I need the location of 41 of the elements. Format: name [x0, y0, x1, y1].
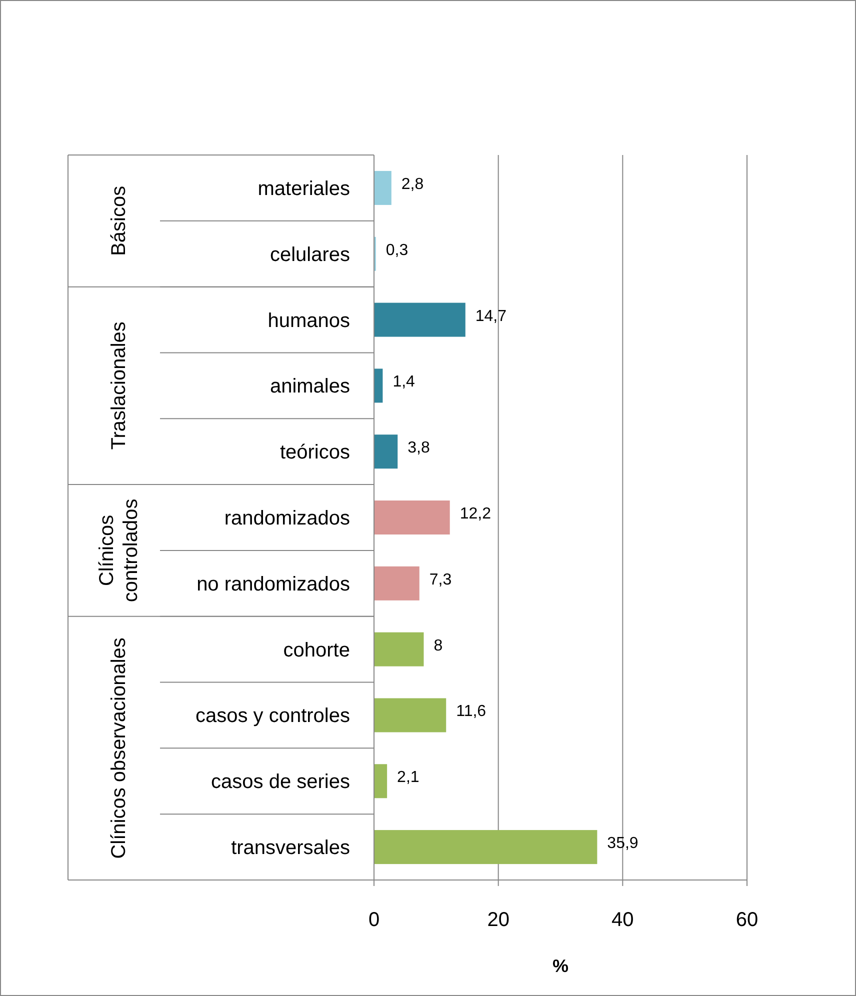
x-tick-label: 40 [612, 909, 634, 931]
x-axis-title: % [552, 956, 569, 976]
y-tick-label: no randomizados [196, 573, 350, 596]
y-tick-label: teóricos [280, 442, 350, 464]
text: Clínicos observacionales [108, 638, 130, 859]
x-tick-label: 0 [368, 909, 380, 931]
y-tick-label: randomizados [224, 508, 350, 530]
y-tick-label: transversales [231, 837, 350, 860]
text: Básicos [108, 186, 130, 256]
data-label: 12,2 [460, 506, 492, 522]
y-tick-label: casos y controles [195, 705, 350, 728]
data-label: 2,8 [401, 176, 424, 193]
data-label: 35,9 [607, 835, 638, 852]
bar [374, 368, 383, 403]
bar [374, 698, 446, 732]
bar [374, 434, 398, 469]
data-label: 7,3 [429, 571, 452, 588]
data-label: 8 [434, 637, 443, 654]
bar [374, 632, 424, 666]
bar [374, 764, 388, 798]
data-label: 11,6 [456, 703, 486, 720]
y-tick-label: materiales [258, 178, 350, 200]
data-label: 1,4 [392, 374, 416, 391]
data-label: 14,7 [475, 308, 507, 325]
data-label: 0,3 [386, 242, 408, 259]
bar [374, 500, 450, 534]
y-tick-label: casos de series [211, 771, 350, 794]
y-tick-label: cohorte [283, 639, 350, 662]
text: Traslacionales [108, 322, 130, 450]
x-tick-label: 20 [487, 909, 510, 931]
data-label: 3,8 [408, 440, 430, 457]
y-tick-label: celulares [270, 244, 350, 266]
bar [374, 302, 466, 337]
bar [374, 170, 392, 205]
y-tick-label: animales [270, 376, 350, 398]
bar [374, 830, 598, 864]
data-label: 2,1 [397, 769, 420, 786]
y-tick-label: humanos [268, 310, 350, 332]
x-tick-label: 60 [736, 909, 758, 931]
bar [374, 566, 420, 600]
text: Clínicos controlados [96, 498, 142, 602]
